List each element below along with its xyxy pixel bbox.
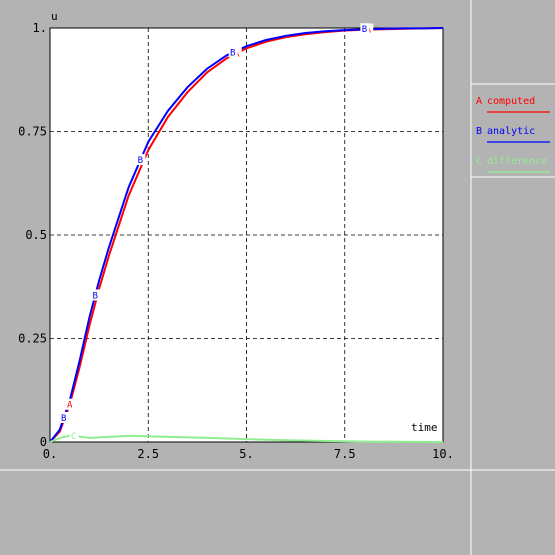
y-tick-label: 0.75	[18, 125, 47, 139]
marker-label-analytic: B	[92, 291, 97, 301]
marker-box-analytic	[91, 289, 101, 301]
marker-box-analytic	[360, 23, 370, 35]
legend-label-analytic: analytic	[487, 126, 535, 137]
legend-label-difference: difference	[487, 156, 547, 167]
x-tick-label: 5.	[239, 447, 253, 461]
marker-box-computed	[65, 398, 75, 410]
marker-box-analytic	[228, 46, 238, 58]
x-tick-label: 10.	[432, 447, 454, 461]
marker-label-analytic: B	[362, 25, 367, 35]
y-axis-label: u	[51, 10, 58, 23]
x-tick-label: 7.5	[334, 447, 356, 461]
marker-label-difference: C	[71, 432, 76, 442]
legend-marker-difference: C	[476, 156, 482, 167]
marker-label-computed: A	[67, 401, 73, 411]
x-axis-label: time	[411, 421, 438, 434]
y-tick-label: 1.	[33, 21, 47, 35]
marker-box-analytic	[136, 154, 146, 166]
marker-box-difference	[69, 430, 79, 442]
marker-label-analytic: B	[138, 156, 143, 166]
marker-label-analytic: B	[61, 414, 66, 424]
marker-box-analytic	[59, 411, 69, 423]
y-tick-label: 0.5	[25, 228, 47, 242]
legend-marker-analytic: B	[476, 126, 482, 137]
y-tick-label: 0	[40, 435, 47, 449]
series-markers: AAABBBBBC	[59, 23, 374, 442]
marker-label-analytic: B	[230, 49, 235, 59]
x-tick-label: 0.	[43, 447, 57, 461]
y-tick-label: 0.25	[18, 332, 47, 346]
x-tick-label: 2.5	[137, 447, 159, 461]
legend-label-computed: computed	[487, 96, 535, 107]
series-line-difference	[49, 434, 444, 443]
tick-labels: 0. 2.5 5. 7.5 10. 0 0.25 0.5 0.75 1.	[18, 21, 454, 461]
legend-marker-computed: A	[476, 96, 482, 107]
